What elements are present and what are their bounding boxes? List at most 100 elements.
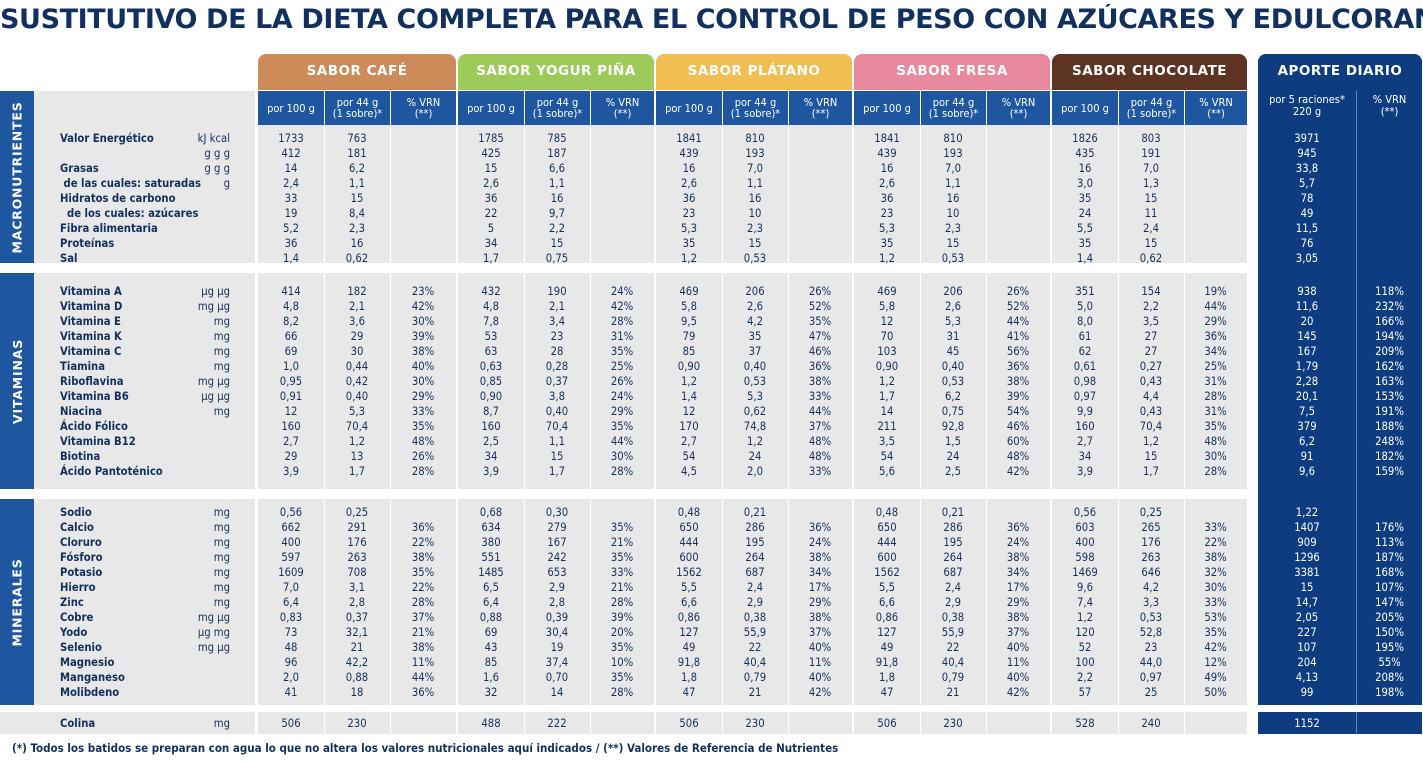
macro-aporte-raciones: 3971 945 33,8 5,7 78 49 11,5 76 3,05 (1294, 132, 1320, 265)
vit-aporte-raciones: 938 11,6 20 145 167 1,79 2,28 20,1 7,5 3… (1295, 285, 1319, 478)
column-divider-yogur-pina-1-2 (524, 499, 525, 705)
colina-value-chocolate-1: 240 (1141, 717, 1161, 730)
subheader-platano-1: por 44 g (1 sobre)* (722, 91, 788, 125)
subheader-platano-0: por 100 g (656, 91, 722, 125)
vit-values-yogur-pina-1: 190 2,1 3,4 23 28 0,28 0,37 3,8 0,40 70,… (545, 285, 569, 478)
column-divider-fresa-1-1 (920, 273, 921, 489)
subheader-chocolate-0: por 100 g (1052, 91, 1118, 125)
vit-values-chocolate-1: 154 2,2 3,5 27 27 0,27 0,43 4,4 0,43 70,… (1139, 285, 1163, 478)
subheader-cafe-0: por 100 g (258, 91, 324, 125)
aporte-diario-panel (1258, 54, 1422, 734)
group-gap-yogur-pina-3 (456, 712, 458, 734)
group-gap-platano-2 (654, 499, 656, 705)
aporte-header: APORTE DIARIO (1258, 54, 1422, 90)
group-gap-fresa-3 (852, 712, 854, 734)
colina-value-cafe-1: 230 (347, 717, 367, 730)
colina-value-platano-1: 230 (745, 717, 765, 730)
column-divider-platano-1-3 (722, 712, 723, 734)
minerals-section-label: MINERALES (0, 499, 34, 705)
column-divider-platano-2-1 (788, 273, 789, 489)
group-gap-platano-0 (654, 91, 656, 263)
column-divider-platano-1-1 (722, 273, 723, 489)
subheader-cafe-1: por 44 g (1 sobre)* (324, 91, 390, 125)
min-values-fresa-0: 0,48 650 444 600 1562 5,5 6,6 0,86 127 4… (874, 506, 900, 699)
group-gap-platano-1 (654, 273, 656, 489)
min-values-platano-0: 0,48 650 444 600 1562 5,5 6,6 0,86 127 4… (676, 506, 702, 699)
macro-values-chocolate-0: 1826 435 16 3,0 35 24 5,5 35 1,4 (1072, 132, 1098, 265)
subheader-platano-2: % VRN (**) (788, 91, 852, 125)
column-divider-platano-2-2 (788, 499, 789, 705)
macro-values-fresa-0: 1841 439 16 2,6 36 23 5,3 35 1,2 (874, 132, 900, 265)
vit-values-platano-0: 469 5,8 9,5 79 85 0,90 1,2 1,4 12 170 2,… (677, 285, 701, 478)
vit-values-chocolate-2: 19% 44% 29% 36% 34% 25% 31% 28% 31% 35% … (1204, 285, 1227, 478)
vit-values-fresa-2: 26% 52% 44% 41% 56% 36% 38% 39% 54% 46% … (1006, 285, 1030, 478)
vitamins-section-label-text: VITAMINAS (9, 338, 25, 424)
min-values-yogur-pina-2: 35% 21% 35% 33% 21% 28% 39% 20% 35% 10% … (610, 521, 634, 699)
column-divider-chocolate-2-2 (1184, 499, 1185, 705)
column-divider-yogur-pina-1-1 (524, 273, 525, 489)
colina-value-cafe-0: 506 (281, 717, 301, 730)
colina-value-platano-0: 506 (679, 717, 699, 730)
column-divider-chocolate-1-0 (1118, 91, 1119, 263)
column-divider-yogur-pina-2-1 (590, 273, 591, 489)
min-values-cafe-1: 0,25 291 176 263 708 3,1 2,8 0,37 32,1 2… (345, 506, 369, 699)
column-divider-chocolate-2-1 (1184, 273, 1185, 489)
vit-units: µg µg mg µg mg mg mg mg mg µg µg µg mg (197, 285, 230, 418)
macro-values-cafe-0: 1733 412 14 2,4 33 19 5,2 36 1,4 (278, 132, 304, 265)
macro-section-label-text: MACRONUTRIENTES (9, 100, 25, 254)
column-divider-platano-2-0 (788, 91, 789, 263)
macro-values-platano-1: 810 193 7,0 1,1 16 10 2,3 15 0,53 (743, 132, 767, 265)
macro-values-platano-0: 1841 439 16 2,6 36 23 5,3 35 1,2 (676, 132, 702, 265)
min-aporte-raciones: 1,22 1407 909 1296 3381 15 14,7 2,05 227… (1294, 506, 1320, 699)
column-divider-cafe-2-3 (390, 712, 391, 734)
flavor-header-cafe: SABOR CAFÉ (258, 54, 456, 90)
min-values-chocolate-1: 0,25 265 176 263 646 4,2 3,3 0,53 52,8 2… (1139, 506, 1163, 699)
macro-values-yogur-pina-0: 1785 425 15 2,6 36 22 5 34 1,7 (478, 132, 504, 265)
column-divider-platano-2-3 (788, 712, 789, 734)
column-divider-fresa-2-0 (986, 91, 987, 263)
colina-aporte-raciones: 1152 (1294, 717, 1320, 730)
column-divider-cafe-1-2 (324, 499, 325, 705)
group-gap-chocolate-2 (1050, 499, 1052, 705)
column-divider-platano-1-0 (722, 91, 723, 263)
column-divider-yogur-pina-2-0 (590, 91, 591, 263)
aporte-sub-vrn: % VRN (**) (1372, 93, 1407, 118)
min-values-cafe-2: 36% 22% 38% 35% 22% 28% 37% 21% 38% 11% … (411, 521, 435, 699)
group-gap-chocolate-1 (1050, 273, 1052, 489)
group-gap-yogur-pina-0 (456, 91, 458, 263)
subheader-fresa-2: % VRN (**) (986, 91, 1050, 125)
vit-values-platano-2: 26% 52% 35% 47% 46% 36% 38% 33% 44% 37% … (808, 285, 832, 478)
subheader-fresa-0: por 100 g (854, 91, 920, 125)
macro-labels: Valor Energético Grasas de las cuales: s… (60, 132, 201, 265)
group-gap-fresa-1 (852, 273, 854, 489)
colina-value-chocolate-0: 528 (1075, 717, 1095, 730)
minerals-section (0, 499, 1247, 705)
min-values-platano-1: 0,21 286 195 264 687 2,4 2,9 0,38 55,9 2… (743, 506, 767, 699)
column-divider-fresa-1-2 (920, 499, 921, 705)
flavor-header-platano: SABOR PLÁTANO (656, 54, 852, 90)
subheader-fresa-1: por 44 g (1 sobre)* (920, 91, 986, 125)
macro-values-yogur-pina-1: 785 187 6,6 1,1 16 9,7 2,2 15 0,75 (545, 132, 569, 265)
subheader-yogur-pina-1: por 44 g (1 sobre)* (524, 91, 590, 125)
vit-values-fresa-0: 469 5,8 12 70 103 0,90 1,2 1,7 14 211 3,… (875, 285, 899, 478)
column-divider-chocolate-1-2 (1118, 499, 1119, 705)
flavor-header-yogur-pina: SABOR YOGUR PIÑA (458, 54, 654, 90)
label-gap-3 (255, 712, 258, 734)
label-gap-2 (255, 499, 258, 705)
min-values-chocolate-2: 33% 22% 38% 32% 30% 33% 53% 35% 42% 12% … (1204, 521, 1227, 699)
min-values-chocolate-0: 0,56 603 400 598 1469 9,6 7,4 1,2 120 52… (1072, 506, 1098, 699)
column-divider-fresa-2-3 (986, 712, 987, 734)
min-units: mg mg mg mg mg mg mg mg µg µg mg mg µg (197, 506, 230, 654)
macro-values-fresa-1: 810 193 7,0 1,1 16 10 2,3 15 0,53 (941, 132, 965, 265)
group-gap-platano-3 (654, 712, 656, 734)
column-divider-chocolate-2-0 (1184, 91, 1185, 263)
column-divider-cafe-1-1 (324, 273, 325, 489)
subheader-yogur-pina-2: % VRN (**) (590, 91, 654, 125)
column-divider-cafe-1-3 (324, 712, 325, 734)
column-divider-cafe-1-0 (324, 91, 325, 263)
column-divider-fresa-1-0 (920, 91, 921, 263)
subheader-chocolate-2: % VRN (**) (1184, 91, 1247, 125)
colina-label: Colina (60, 717, 96, 730)
vit-values-fresa-1: 206 2,6 5,3 31 45 0,40 0,53 6,2 0,75 92,… (941, 285, 965, 478)
vitamins-section (0, 273, 1247, 489)
